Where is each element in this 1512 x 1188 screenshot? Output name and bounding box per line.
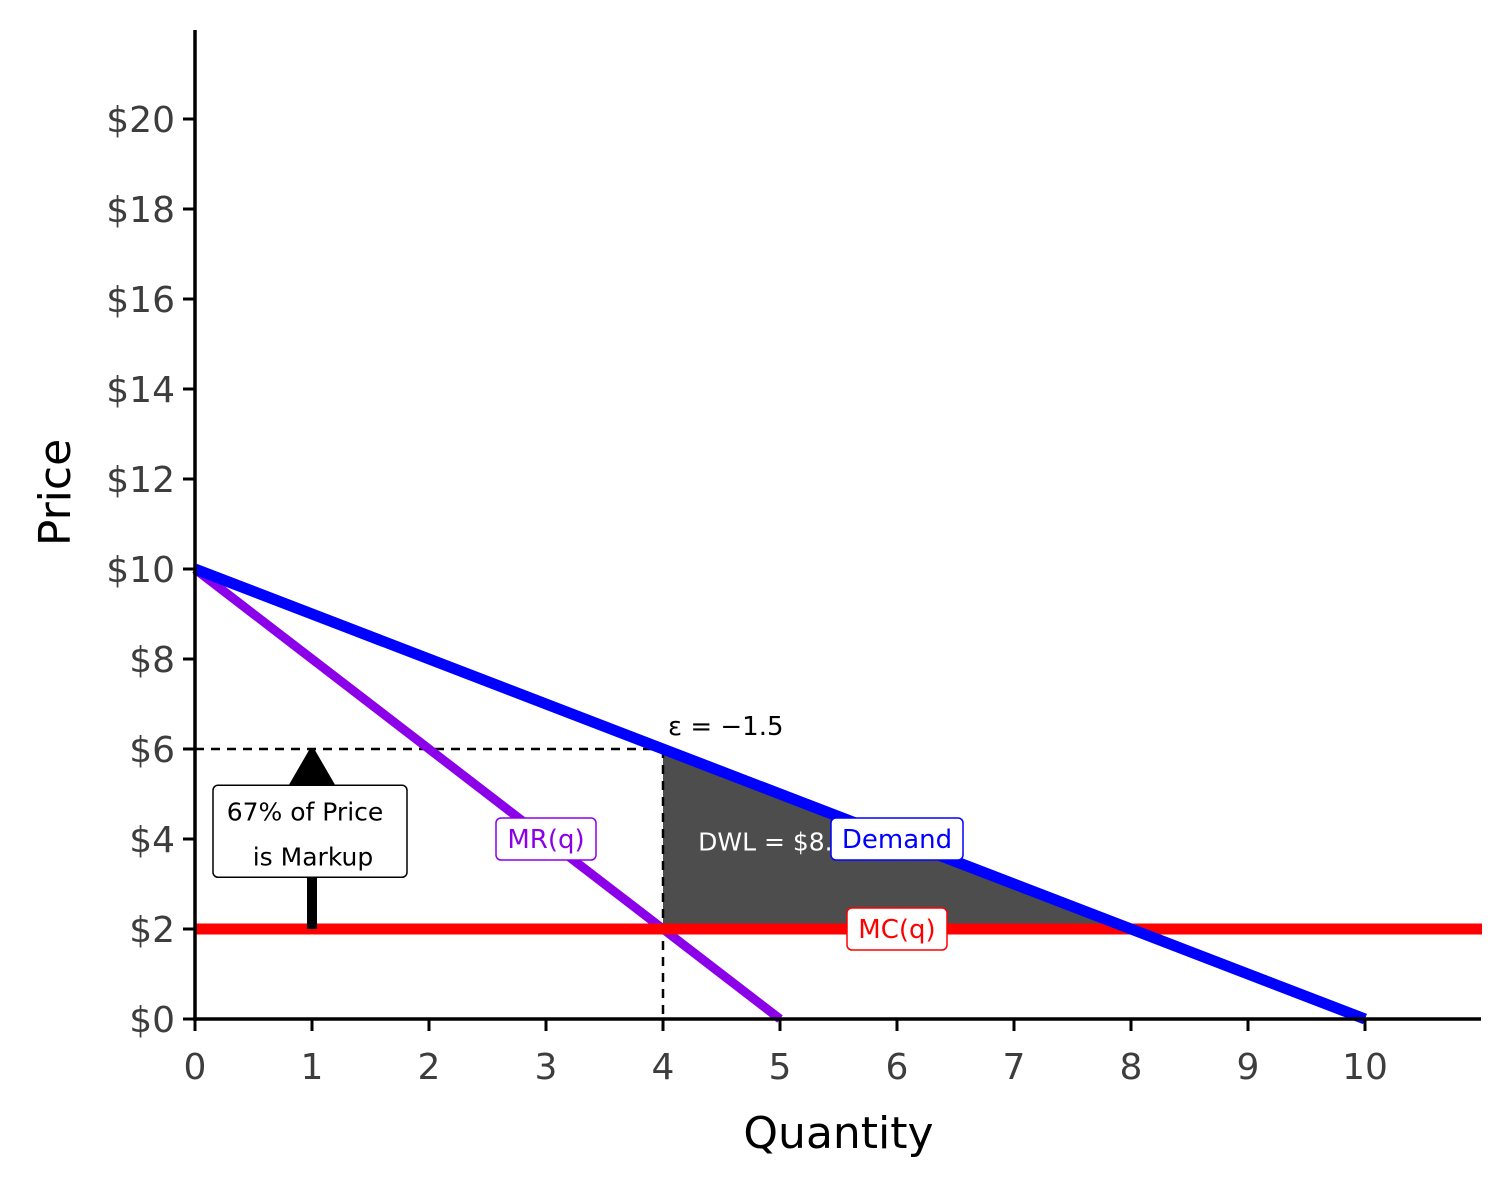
mr-line <box>192 565 783 1023</box>
demand-label-box <box>830 817 964 861</box>
dwl-label: DWL = $8. <box>698 827 833 856</box>
x-tick-label: 4 <box>652 1047 675 1088</box>
markup-arrow-head <box>287 748 337 792</box>
y-axis-title: Price <box>30 439 81 546</box>
markup-note-line2: is Markup <box>253 842 374 871</box>
mr-label: MR(q) <box>495 817 597 861</box>
y-tick-label: $10 <box>106 550 175 591</box>
x-tick-label: 1 <box>301 1047 324 1088</box>
x-tick-label: 7 <box>1003 1047 1026 1088</box>
demand-line <box>193 563 1367 1025</box>
y-tick-label: $8 <box>129 640 175 681</box>
x-tick-label: 9 <box>1237 1047 1260 1088</box>
x-axis-title: Quantity <box>743 1108 933 1159</box>
y-tick-label: $12 <box>106 460 175 501</box>
y-tick-label: $16 <box>106 280 175 321</box>
x-tick-label: 10 <box>1342 1047 1388 1088</box>
markup-note-box <box>212 784 408 878</box>
axes <box>193 30 1481 1021</box>
x-tick-label: 3 <box>535 1047 558 1088</box>
y-tick-label: $14 <box>106 370 175 411</box>
x-tick-label: 6 <box>886 1047 909 1088</box>
mr-label-text: MR(q) <box>507 825 584 855</box>
markup-note-line1: 67% of Price <box>227 797 384 826</box>
y-tick-label: $20 <box>106 100 175 141</box>
x-tick-label: 2 <box>418 1047 441 1088</box>
markup-note: 67% of Price is Markup <box>212 784 408 878</box>
mc-label: MC(q) <box>846 907 948 951</box>
demand-label: Demand <box>830 817 964 861</box>
x-tick-label: 0 <box>184 1047 207 1088</box>
x-tick-label: 8 <box>1120 1047 1143 1088</box>
y-tick-label: $6 <box>129 730 175 771</box>
elasticity-label: ε = −1.5 <box>668 712 784 742</box>
x-tick-label: 5 <box>769 1047 792 1088</box>
x-axis-ticks: 0 1 2 3 4 5 6 7 8 9 10 <box>184 1019 1388 1088</box>
y-tick-label: $2 <box>129 910 175 951</box>
demand-label-text: Demand <box>842 825 952 855</box>
mc-label-text: MC(q) <box>858 915 935 945</box>
y-tick-label: $4 <box>129 820 175 861</box>
mr-label-box <box>495 817 597 861</box>
mc-label-box <box>846 907 948 951</box>
y-tick-label: $0 <box>129 1000 175 1041</box>
y-axis-ticks: $0 $2 $4 $6 $8 $10 $12 $14 $16 $18 $20 <box>106 100 195 1041</box>
y-tick-label: $18 <box>106 190 175 231</box>
